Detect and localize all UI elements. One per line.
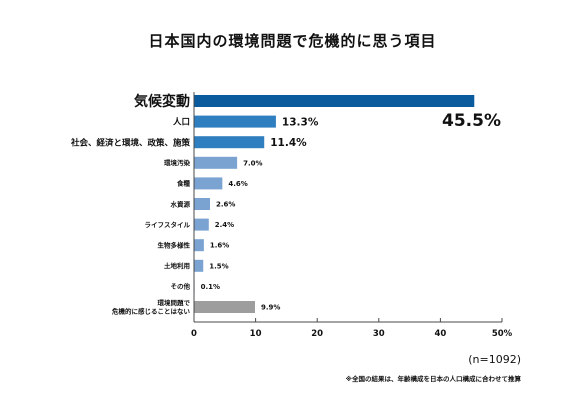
- category-label-7: 生物多様性: [158, 241, 191, 250]
- x-tick-label-4: 40: [434, 329, 446, 339]
- value-label-1: 13.3%: [282, 116, 319, 128]
- value-label-9: 0.1%: [201, 283, 220, 291]
- value-label-8: 1.5%: [209, 262, 228, 270]
- bar-6: [194, 218, 209, 231]
- bar-0: [194, 95, 475, 107]
- bar-2: [194, 136, 265, 149]
- value-label-0: 45.5%: [442, 111, 501, 131]
- category-label-6: ライフスタイル: [145, 220, 191, 229]
- value-label-5: 2.6%: [216, 201, 235, 209]
- bar-3: [194, 156, 238, 169]
- bar-8: [194, 259, 204, 272]
- category-label-0: 気候変動: [134, 93, 190, 110]
- bar-4: [194, 177, 223, 190]
- x-tick-label-3: 30: [373, 329, 385, 339]
- x-tick-label-0: 0: [191, 329, 197, 339]
- bar-1: [194, 115, 276, 128]
- x-tick-label-5: 50%: [492, 329, 513, 339]
- x-tick-label-1: 10: [250, 329, 262, 339]
- x-tick-label-2: 20: [311, 329, 323, 339]
- value-label-2: 11.4%: [270, 137, 307, 149]
- sample-size-note: (n=1092): [468, 353, 521, 366]
- bar-5: [194, 198, 211, 210]
- value-label-7: 1.6%: [210, 242, 229, 250]
- category-label-4: 食糧: [176, 179, 191, 188]
- bar-7: [194, 239, 204, 252]
- value-label-4: 4.6%: [228, 180, 247, 188]
- value-label-10: 9.9%: [261, 304, 280, 312]
- chart-title: 日本国内の環境問題で危機的に思う項目: [148, 32, 437, 50]
- category-label-2: 社会、経済と環境、政策、施策: [70, 137, 191, 148]
- bar-10: [194, 301, 255, 313]
- value-label-6: 2.4%: [215, 221, 234, 229]
- category-label-9: その他: [171, 282, 191, 291]
- footnote: ※全国の結果は、年齢構成を日本の人口構成に合わせて推算: [345, 375, 521, 383]
- category-label-10: 環境問題で危機的に感じることはない: [111, 298, 191, 316]
- category-label-3: 環境汚染: [164, 158, 191, 167]
- category-label-1: 人口: [173, 117, 190, 128]
- value-label-3: 7.0%: [243, 159, 262, 167]
- category-label-8: 土地利用: [164, 261, 190, 270]
- category-label-5: 水資源: [171, 199, 191, 208]
